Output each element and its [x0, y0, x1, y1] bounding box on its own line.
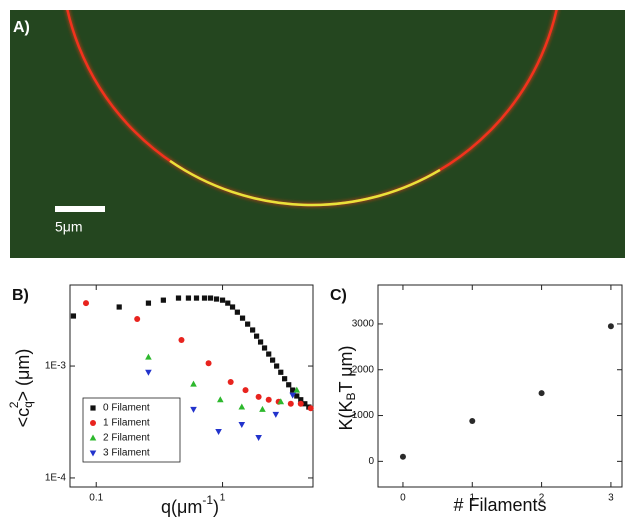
- axis-label-part: ): [213, 497, 219, 517]
- data-point: [274, 363, 279, 368]
- data-point: [220, 298, 225, 303]
- plot-frame: [378, 285, 622, 487]
- data-point: [235, 310, 240, 315]
- data-point: [250, 327, 255, 332]
- y-tick-label: 0: [368, 456, 374, 467]
- axis-label-part: -1: [202, 493, 213, 507]
- data-point: [178, 337, 184, 343]
- data-point: [256, 394, 262, 400]
- data-point: [83, 300, 89, 306]
- data-point: [134, 316, 140, 322]
- data-point: [400, 454, 406, 460]
- scale-bar: [55, 206, 105, 212]
- data-point: [266, 351, 271, 356]
- axis-label: q(μm-1): [161, 493, 219, 517]
- axis-label-part: K(K: [336, 401, 356, 431]
- data-point: [194, 295, 199, 300]
- legend: 0 Filament 1 Filament 2 Filament 3 Filament: [83, 398, 180, 462]
- data-point: [262, 345, 267, 350]
- y-tick-label: 3000: [352, 319, 375, 330]
- data-point: [161, 298, 166, 303]
- data-point: [202, 295, 207, 300]
- axis-label-part: B: [344, 393, 358, 401]
- panel-label: C): [330, 287, 347, 304]
- x-tick-label: 0: [400, 493, 406, 504]
- data-point: [469, 418, 475, 424]
- data-point: [206, 360, 212, 366]
- data-point: [71, 313, 76, 318]
- data-point: [176, 295, 181, 300]
- micrograph: 5μm A): [10, 0, 625, 258]
- axis-label-part: T μm): [336, 345, 356, 392]
- panel-label: B): [12, 287, 29, 304]
- image-background: [10, 10, 625, 258]
- data-point: [282, 376, 287, 381]
- legend-label: 1 Filament: [103, 418, 150, 429]
- x-tick-label: 3: [608, 493, 614, 504]
- y-tick-label: 1E-4: [45, 473, 67, 484]
- data-point: [286, 382, 291, 387]
- data-point: [243, 387, 249, 393]
- data-point: [186, 295, 191, 300]
- x-tick-label: 1: [220, 493, 226, 504]
- data-point: [270, 358, 275, 363]
- data-point: [539, 390, 545, 396]
- data-point: [278, 370, 283, 375]
- axis-label: <cq2> (μm): [7, 349, 35, 428]
- axis-label-part: > (μm): [13, 349, 33, 402]
- axis-label-part: # Filaments: [453, 495, 546, 515]
- panel-label: A): [13, 19, 30, 36]
- axis-label: # Filaments: [453, 495, 546, 515]
- data-point: [308, 405, 314, 411]
- legend-label: 2 Filament: [103, 433, 150, 444]
- data-point: [117, 304, 122, 309]
- data-point: [288, 401, 294, 407]
- legend-label: 0 Filament: [103, 403, 150, 414]
- data-point: [208, 295, 213, 300]
- axis-label: K(KBT μm): [336, 345, 358, 430]
- legend-label: 3 Filament: [103, 448, 150, 459]
- data-point: [240, 316, 245, 321]
- scale-bar-label: 5μm: [55, 219, 83, 235]
- data-point: [228, 379, 234, 385]
- data-point: [225, 301, 230, 306]
- data-point: [608, 323, 614, 329]
- data-point: [230, 304, 235, 309]
- data-point: [245, 322, 250, 327]
- chart-panel: 0.1 1 1E-3 1E-4 0 Filament 1 Filament 2 Filame…: [7, 285, 314, 517]
- legend-marker: [90, 420, 96, 426]
- axis-label-part: q(μm: [161, 497, 202, 517]
- data-point: [298, 401, 304, 407]
- axis-label-part: <c: [13, 408, 33, 428]
- x-tick-label: 0.1: [89, 493, 103, 504]
- data-point: [254, 334, 259, 339]
- data-point: [146, 301, 151, 306]
- data-point: [258, 339, 263, 344]
- y-tick-label: 1E-3: [45, 361, 67, 372]
- legend-marker: [90, 405, 95, 410]
- data-point: [266, 397, 272, 403]
- figure: 5μm A) 0.1 1 1E-3 1E-4 0 Filament 1 Filament 2…: [0, 0, 625, 517]
- data-point: [214, 296, 219, 301]
